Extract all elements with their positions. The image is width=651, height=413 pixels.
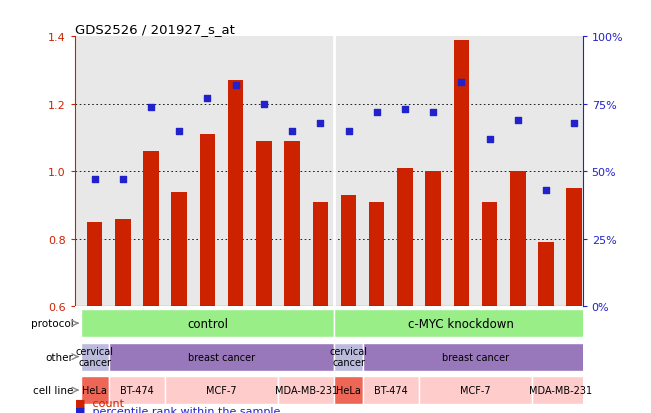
Point: [174, 128, 184, 135]
Bar: [363, 376, 419, 404]
Point: [541, 188, 551, 194]
Bar: [425, 172, 441, 307]
Bar: [419, 376, 532, 404]
Text: MCF-7: MCF-7: [460, 385, 491, 395]
Point: [146, 104, 156, 111]
Bar: [312, 202, 328, 307]
Point: [89, 177, 100, 183]
Bar: [109, 376, 165, 404]
Bar: [454, 40, 469, 307]
Bar: [538, 243, 554, 307]
Bar: [115, 219, 131, 307]
Text: MCF-7: MCF-7: [206, 385, 237, 395]
Bar: [81, 309, 335, 337]
Text: MDA-MB-231: MDA-MB-231: [529, 385, 592, 395]
Text: ■  percentile rank within the sample: ■ percentile rank within the sample: [75, 406, 280, 413]
Point: [287, 128, 298, 135]
Point: [456, 80, 467, 86]
Bar: [278, 376, 335, 404]
Bar: [171, 192, 187, 307]
Point: [400, 107, 410, 113]
Point: [230, 82, 241, 89]
Point: [258, 101, 269, 108]
Text: breast cancer: breast cancer: [188, 352, 255, 362]
Text: other: other: [46, 352, 74, 362]
Point: [428, 109, 438, 116]
Text: BT-474: BT-474: [374, 385, 408, 395]
Bar: [256, 142, 271, 307]
Bar: [228, 81, 243, 307]
Point: [484, 136, 495, 143]
Point: [343, 128, 353, 135]
Bar: [482, 202, 497, 307]
Text: ■  count: ■ count: [75, 398, 124, 408]
Text: HeLa: HeLa: [82, 385, 107, 395]
Text: cervical
cancer: cervical cancer: [329, 346, 368, 368]
Point: [202, 96, 213, 102]
Point: [315, 120, 326, 127]
Bar: [340, 195, 356, 307]
Text: GDS2526 / 201927_s_at: GDS2526 / 201927_s_at: [75, 23, 235, 36]
Text: control: control: [187, 317, 228, 330]
Bar: [143, 152, 159, 307]
Text: protocol: protocol: [31, 318, 74, 328]
Text: cell line: cell line: [33, 385, 74, 395]
Bar: [335, 309, 589, 337]
Text: HeLa: HeLa: [336, 385, 361, 395]
Bar: [165, 376, 278, 404]
Bar: [363, 343, 589, 371]
Bar: [532, 376, 589, 404]
Point: [372, 109, 382, 116]
Text: breast cancer: breast cancer: [442, 352, 509, 362]
Bar: [369, 202, 385, 307]
Bar: [109, 343, 335, 371]
Text: cervical
cancer: cervical cancer: [76, 346, 114, 368]
Bar: [200, 135, 215, 307]
Text: MDA-MB-231: MDA-MB-231: [275, 385, 338, 395]
Point: [118, 177, 128, 183]
Bar: [81, 343, 109, 371]
Bar: [335, 376, 363, 404]
Bar: [87, 223, 102, 307]
Bar: [566, 189, 582, 307]
Bar: [397, 169, 413, 307]
Bar: [335, 343, 363, 371]
Bar: [284, 142, 300, 307]
Bar: [81, 376, 109, 404]
Point: [512, 117, 523, 124]
Bar: [510, 172, 525, 307]
Text: BT-474: BT-474: [120, 385, 154, 395]
Text: c-MYC knockdown: c-MYC knockdown: [408, 317, 514, 330]
Point: [569, 120, 579, 127]
